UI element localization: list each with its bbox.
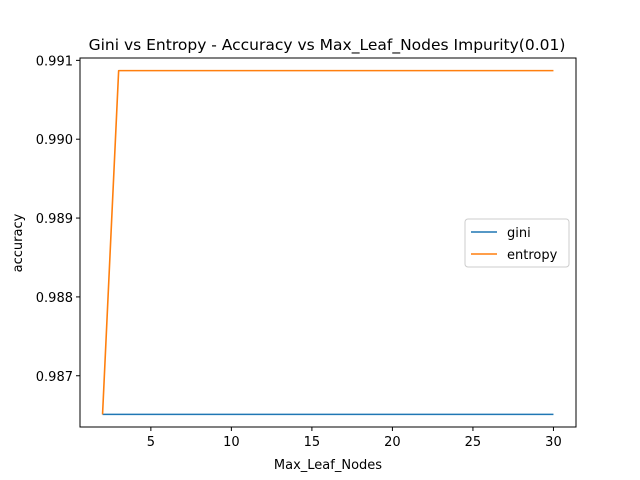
- y-tick-label: 0.991: [36, 54, 73, 69]
- series-line-entropy: [101, 69, 554, 415]
- legend-label-gini: gini: [507, 226, 531, 241]
- y-tick-label: 0.989: [36, 212, 73, 227]
- x-tick-label: 10: [223, 435, 240, 450]
- x-tick-label: 20: [384, 435, 401, 450]
- x-tick-label: 25: [465, 435, 482, 450]
- x-tick-label: 15: [304, 435, 321, 450]
- plot-area: [79, 57, 577, 428]
- chart-title: Gini vs Entropy - Accuracy vs Max_Leaf_N…: [89, 36, 566, 55]
- series-lines: [101, 69, 554, 416]
- y-tick-label: 0.987: [36, 370, 73, 385]
- x-tick-label: 30: [545, 435, 562, 450]
- legend-label-entropy: entropy: [507, 248, 558, 263]
- y-axis-label: accuracy: [11, 213, 26, 272]
- y-tick-label: 0.988: [36, 291, 73, 306]
- legend-box: [464, 218, 570, 268]
- y-tick-label: 0.990: [36, 133, 73, 148]
- x-axis: 5 10 15 20 25 30: [147, 427, 562, 450]
- y-axis: 0.987 0.988 0.989 0.990 0.991: [36, 54, 80, 385]
- legend: gini entropy: [464, 218, 570, 268]
- x-axis-label: Max_Leaf_Nodes: [274, 458, 382, 473]
- x-tick-label: 5: [147, 435, 155, 450]
